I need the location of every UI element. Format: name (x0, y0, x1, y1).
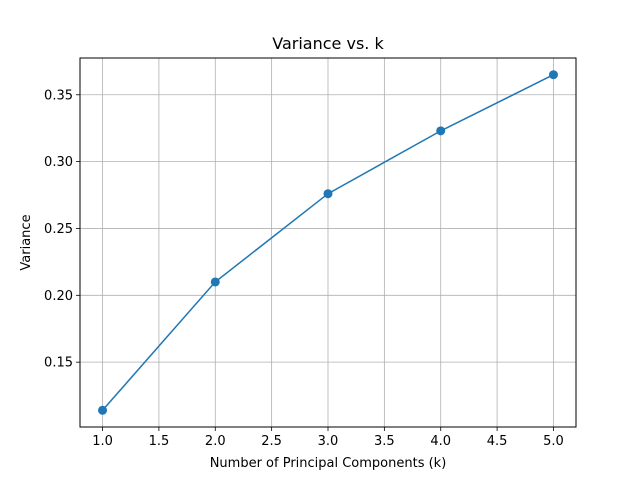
x-tick-label: 1.5 (149, 434, 170, 449)
x-tick-label: 3.5 (374, 434, 395, 449)
y-tick-label: 0.20 (44, 289, 73, 304)
data-point (548, 70, 558, 80)
y-tick-label: 0.15 (44, 356, 73, 371)
x-axis-label: Number of Principal Components (k) (210, 456, 447, 471)
ticks: 1.0 1.5 2.0 2.5 3.0 3.5 4.0 4.5 5.0 0.15 0.20 0.25 0… (44, 88, 564, 449)
data-point (98, 405, 108, 415)
x-tick-label: 3.0 (318, 434, 339, 449)
data-point (436, 126, 446, 136)
series (98, 70, 558, 415)
y-tick-label: 0.30 (44, 155, 73, 170)
x-tick-label: 2.5 (261, 434, 282, 449)
x-tick-label: 5.0 (543, 434, 564, 449)
grid (80, 58, 576, 427)
x-tick-label: 4.0 (430, 434, 451, 449)
x-tick-label: 4.5 (487, 434, 508, 449)
chart-title: Variance vs. k (272, 34, 384, 53)
y-axis-label: Variance (19, 214, 34, 270)
y-tick-label: 0.35 (44, 88, 73, 103)
data-point (210, 277, 220, 287)
y-tick-label: 0.25 (44, 222, 73, 237)
x-tick-label: 2.0 (205, 434, 226, 449)
data-point (323, 189, 333, 199)
x-tick-label: 1.0 (92, 434, 113, 449)
